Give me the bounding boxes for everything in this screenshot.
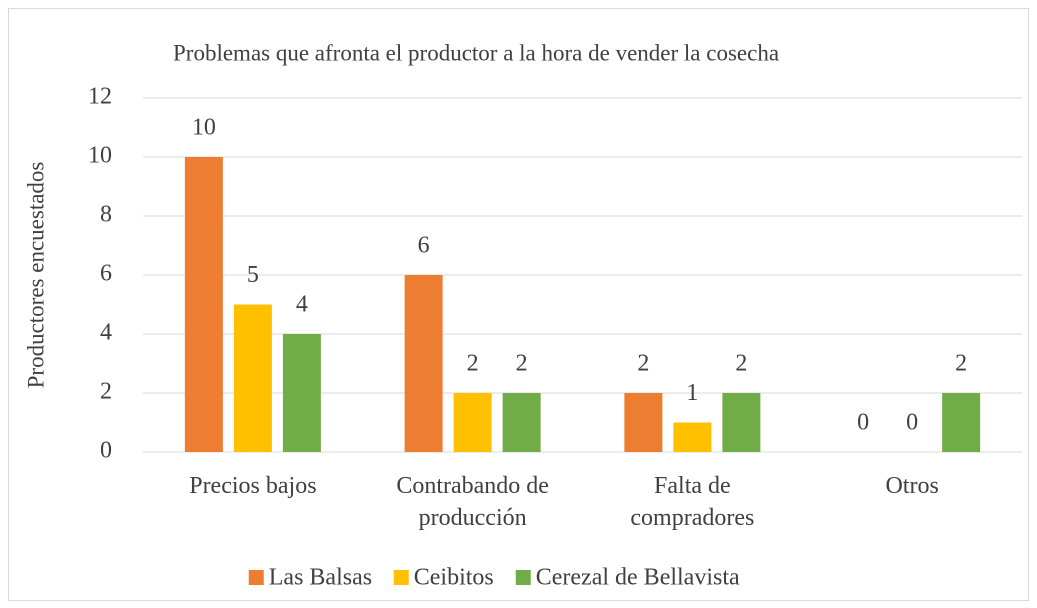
data-label: 2 [516,351,528,377]
x-tick-label: Falta de compradores [630,473,754,531]
data-label: 2 [955,351,967,377]
data-label: 4 [296,292,308,318]
y-tick-label: 12 [88,84,112,110]
bar [233,304,272,452]
bar [453,393,492,452]
y-tick-label: 4 [100,320,112,346]
x-tick-label: Otros [885,473,938,499]
data-label: 1 [686,380,698,406]
bar [282,334,321,452]
y-tick-label: 0 [100,438,112,464]
data-label: 6 [418,233,430,259]
bar [404,275,443,452]
legend-label: Cerezal de Bellavista [536,565,740,591]
bar [624,393,663,452]
y-tick-label: 2 [100,379,112,405]
bar [184,157,223,452]
data-label: 0 [906,410,918,436]
data-label: 0 [857,410,869,436]
legend-label: Las Balsas [269,565,372,591]
legend-swatch [515,570,531,585]
data-label: 2 [637,351,649,377]
data-label: 10 [192,115,216,141]
bar [673,422,712,452]
data-label: 2 [467,351,479,377]
data-label: 5 [247,262,259,288]
y-axis-label: Productores encuestados [23,162,48,389]
bar [942,393,981,452]
x-tick-label: Precios bajos [189,473,316,499]
chart-title: Problemas que afronta el productor a la … [173,40,779,65]
chart-border [8,8,1029,601]
legend-swatch [393,570,409,585]
data-label: 2 [735,351,747,377]
bar [722,393,761,452]
y-tick-label: 6 [100,261,112,287]
bar [502,393,541,452]
y-tick-label: 10 [88,143,112,169]
legend-label: Ceibitos [414,565,494,591]
legend-swatch [248,570,264,585]
y-tick-label: 8 [100,202,112,228]
x-tick-label: Contrabando de producción [396,473,549,531]
